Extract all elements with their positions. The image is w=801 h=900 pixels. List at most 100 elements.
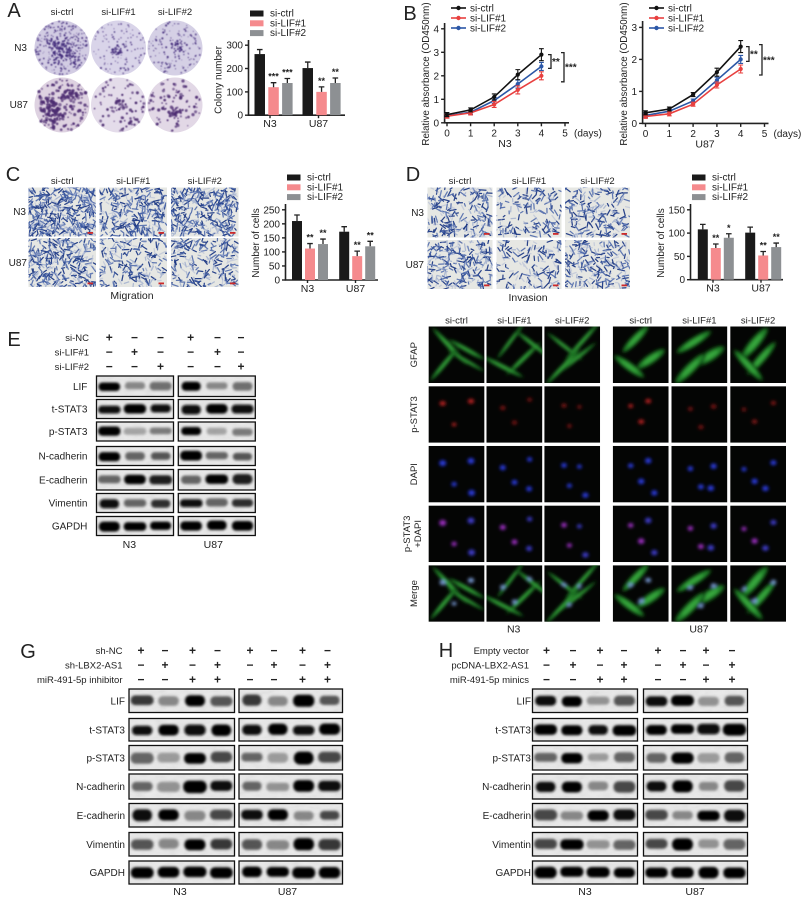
svg-text:U87: U87: [685, 886, 704, 898]
svg-text:150: 150: [263, 233, 280, 244]
svg-text:GAPDH: GAPDH: [52, 522, 88, 533]
svg-text:si-LIF#2: si-LIF#2: [668, 24, 705, 35]
svg-text:si-LIF#2: si-LIF#2: [712, 192, 749, 203]
svg-text:3: 3: [515, 128, 521, 139]
svg-text:Relative absorbance (OD450nm): Relative absorbance (OD450nm): [421, 2, 432, 145]
svg-text:N3: N3: [123, 539, 137, 551]
svg-text:+: +: [189, 644, 196, 658]
svg-text:p-STAT3: p-STAT3: [86, 753, 125, 764]
svg-text:−: −: [237, 331, 244, 345]
svg-text:N-cadherin: N-cadherin: [38, 452, 87, 463]
svg-text:4: 4: [738, 129, 744, 140]
svg-text:Number of cells: Number of cells: [251, 208, 262, 277]
svg-text:E: E: [7, 329, 20, 351]
svg-text:N3: N3: [507, 624, 521, 636]
svg-text:Number of cells: Number of cells: [656, 208, 667, 277]
svg-text:si-LIF#1: si-LIF#1: [512, 176, 546, 187]
svg-text:si-LIF#1: si-LIF#1: [682, 316, 716, 327]
svg-text:E-cadherin: E-cadherin: [39, 475, 87, 486]
svg-text:+: +: [596, 673, 603, 687]
svg-text:si-LIF#2: si-LIF#2: [470, 24, 507, 35]
svg-text:150: 150: [668, 205, 685, 216]
svg-text:si-LIF#2: si-LIF#2: [270, 28, 307, 39]
svg-text:+: +: [569, 658, 576, 672]
svg-text:100: 100: [226, 87, 243, 98]
svg-text:si-ctrl: si-ctrl: [270, 9, 294, 20]
svg-text:Merge: Merge: [409, 580, 420, 607]
svg-text:GAPDH: GAPDH: [495, 868, 531, 879]
svg-text:4: 4: [539, 128, 545, 139]
svg-text:0: 0: [632, 119, 638, 130]
svg-text:U87: U87: [695, 138, 714, 150]
svg-text:−: −: [543, 673, 550, 687]
svg-text:+: +: [679, 658, 686, 672]
svg-text:−: −: [187, 360, 194, 374]
svg-text:−: −: [187, 345, 194, 359]
svg-text:−: −: [569, 644, 576, 658]
svg-text:+: +: [299, 644, 306, 658]
svg-text:1: 1: [468, 128, 474, 139]
svg-text:Vimentin: Vimentin: [49, 499, 88, 510]
svg-text:si-LIF#2: si-LIF#2: [555, 316, 589, 327]
svg-text:si-ctrl: si-ctrl: [307, 173, 331, 184]
svg-text:0: 0: [643, 129, 649, 140]
svg-text:N3: N3: [13, 207, 26, 218]
svg-text:N3: N3: [173, 886, 187, 898]
svg-text:si-ctrl: si-ctrl: [712, 173, 736, 184]
svg-text:D: D: [406, 164, 420, 186]
svg-text:Vimentin: Vimentin: [86, 840, 125, 851]
svg-text:−: −: [270, 673, 277, 687]
svg-text:si-LIF#1: si-LIF#1: [307, 182, 344, 193]
svg-text:100: 100: [668, 229, 685, 240]
svg-text:si-LIF#2: si-LIF#2: [580, 176, 614, 187]
svg-text:−: −: [654, 658, 661, 672]
svg-text:p-STAT3: p-STAT3: [49, 427, 88, 438]
svg-text:LIF: LIF: [111, 696, 125, 707]
svg-text:si-ctrl: si-ctrl: [449, 176, 472, 187]
svg-text:+: +: [728, 673, 735, 687]
svg-text:C: C: [6, 164, 20, 186]
svg-text:3: 3: [714, 129, 720, 140]
svg-text:+: +: [654, 644, 661, 658]
svg-text:U87: U87: [204, 539, 223, 551]
svg-text:N-cadherin: N-cadherin: [76, 782, 125, 793]
svg-text:**: **: [367, 230, 375, 240]
svg-text:**: **: [306, 233, 314, 243]
svg-text:−: −: [106, 345, 113, 359]
svg-text:1: 1: [632, 87, 638, 98]
svg-text:U87: U87: [10, 100, 29, 111]
svg-text:100: 100: [263, 247, 280, 258]
svg-text:+: +: [237, 360, 244, 374]
svg-text:−: −: [543, 658, 550, 672]
svg-text:***: ***: [282, 68, 293, 78]
svg-text:si-LIF#1: si-LIF#1: [101, 7, 135, 18]
svg-text:0: 0: [237, 111, 243, 122]
svg-text:si-NC: si-NC: [65, 333, 89, 344]
svg-text:miR-491-5p inhibitor: miR-491-5p inhibitor: [37, 675, 123, 686]
svg-text:−: −: [679, 673, 686, 687]
svg-text:**: **: [332, 67, 340, 77]
svg-text:−: −: [299, 658, 306, 672]
svg-text:−: −: [679, 644, 686, 658]
svg-text:−: −: [214, 644, 221, 658]
svg-text:U87: U87: [751, 283, 770, 295]
svg-text:si-ctrl: si-ctrl: [629, 316, 652, 327]
svg-text:E-cadherin: E-cadherin: [483, 811, 531, 822]
svg-text:0: 0: [444, 128, 450, 139]
svg-text:+: +: [161, 658, 168, 672]
svg-text:si-LIF#2: si-LIF#2: [188, 176, 222, 187]
svg-text:+: +: [620, 658, 627, 672]
svg-text:GAPDH: GAPDH: [89, 868, 125, 879]
svg-text:Vimentin: Vimentin: [492, 840, 531, 851]
svg-text:−: −: [596, 658, 603, 672]
svg-text:250: 250: [263, 205, 280, 216]
svg-text:**: **: [712, 233, 720, 243]
svg-text:+: +: [728, 658, 735, 672]
svg-text:(days): (days): [774, 129, 801, 140]
svg-text:si-LIF#2: si-LIF#2: [158, 7, 192, 18]
svg-text:50: 50: [269, 261, 281, 272]
svg-text:N3: N3: [263, 118, 277, 130]
svg-text:−: −: [214, 331, 221, 345]
svg-text:si-LIF#1: si-LIF#1: [116, 176, 150, 187]
svg-text:4: 4: [434, 24, 440, 35]
